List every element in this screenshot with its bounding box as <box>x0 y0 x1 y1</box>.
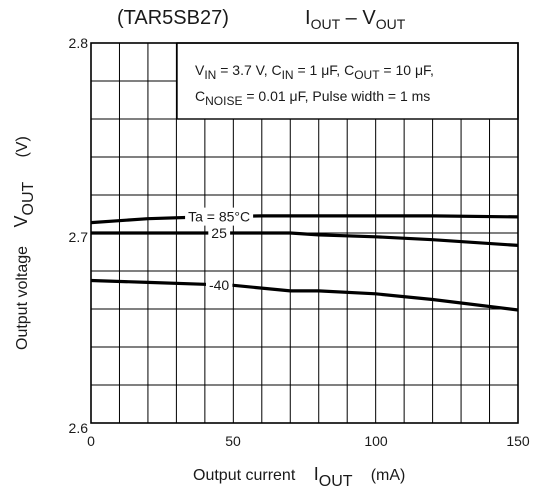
x-tick-label: 100 <box>364 433 388 449</box>
condition-text: = 3.7 V, C <box>216 62 281 78</box>
series-line <box>91 231 519 247</box>
series-line <box>90 214 519 225</box>
title-v-main: V <box>362 7 376 29</box>
x-axis-symbol-sub: OUT <box>319 473 353 490</box>
conditions-box <box>176 42 519 120</box>
x-tick-label: 150 <box>506 433 530 449</box>
y-tick-label: 2.8 <box>69 35 89 51</box>
series-label-bg <box>205 275 233 294</box>
series-label: 25 <box>211 225 227 241</box>
title-i-main: I <box>305 7 311 29</box>
y-axis-symbol-sub: OUT <box>20 181 37 215</box>
series-label: -40 <box>209 277 229 293</box>
condition-text: = 1 μF, C <box>294 62 355 78</box>
condition-text: = 10 μF, <box>380 62 434 78</box>
plot-frame <box>90 42 519 424</box>
condition-subscript: OUT <box>354 68 380 82</box>
title-i-sub: OUT <box>311 16 341 32</box>
x-tick-label: 50 <box>225 433 241 449</box>
series-label: Ta = 85°C <box>188 209 250 225</box>
title-dash: – <box>340 7 362 29</box>
conditions-line-2: CNOISE = 0.01 μF, Pulse width = 1 ms <box>195 88 430 108</box>
condition-text: C <box>195 88 205 104</box>
condition-text: V <box>195 62 205 78</box>
condition-subscript: IN <box>282 68 294 82</box>
y-axis-symbol-main: V <box>11 215 31 227</box>
y-tick-label: 2.7 <box>69 229 89 245</box>
series-line <box>90 278 519 312</box>
chart-title-relation: IOUT – VOUT <box>305 7 406 32</box>
x-axis-label-lead: Output current <box>193 467 296 484</box>
y-axis-unit: (V) <box>14 136 31 157</box>
condition-text: = 0.01 μF, Pulse width = 1 ms <box>242 88 430 104</box>
x-tick-label: 0 <box>87 433 95 449</box>
series-layer <box>90 214 519 312</box>
y-axis-label: Output voltage VOUT (V) <box>11 136 37 350</box>
x-axis-label: Output current IOUT (mA) <box>193 464 405 490</box>
x-axis-unit: (mA) <box>371 467 406 484</box>
curve-labels: Ta = 85°C25 -40 <box>185 207 254 294</box>
series-label-bg <box>185 207 254 226</box>
y-tick-label: 2.6 <box>69 420 89 436</box>
condition-subscript: IN <box>204 68 216 82</box>
x-axis-symbol-main: I <box>314 464 319 484</box>
series-label-bg <box>208 224 231 242</box>
chart-title-part: (TAR5SB27) <box>117 7 229 29</box>
title-v-sub: OUT <box>376 16 406 32</box>
condition-subscript: NOISE <box>205 94 242 108</box>
conditions-line-1: VIN = 3.7 V, CIN = 1 μF, COUT = 10 μF, <box>195 62 434 82</box>
y-axis-label-lead: Output voltage <box>14 246 31 350</box>
